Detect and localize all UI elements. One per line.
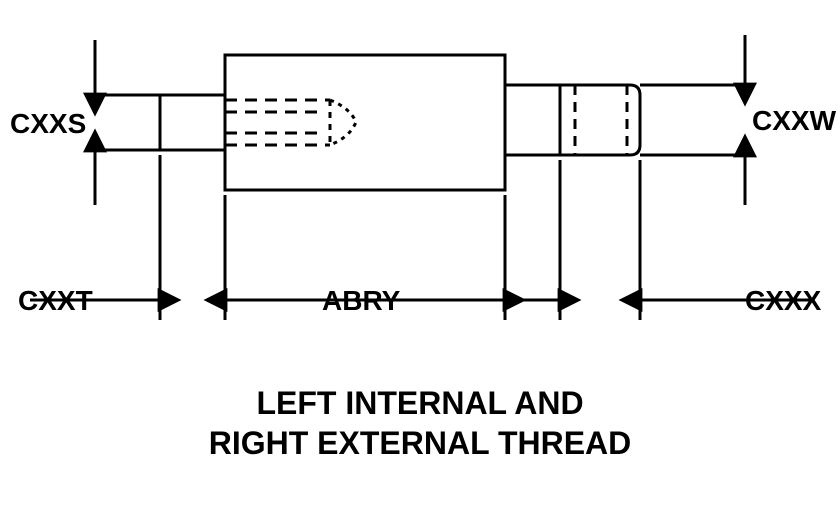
label-cxxw: CXXW (752, 105, 836, 137)
label-cxxs: CXXS (10, 108, 86, 140)
title-line-1: LEFT INTERNAL AND (0, 385, 840, 422)
label-cxxx: CXXX (745, 285, 821, 317)
label-abry: ABRY (322, 285, 400, 317)
label-cxxt: CXXT (18, 285, 93, 317)
title-line-2: RIGHT EXTERNAL THREAD (0, 425, 840, 462)
